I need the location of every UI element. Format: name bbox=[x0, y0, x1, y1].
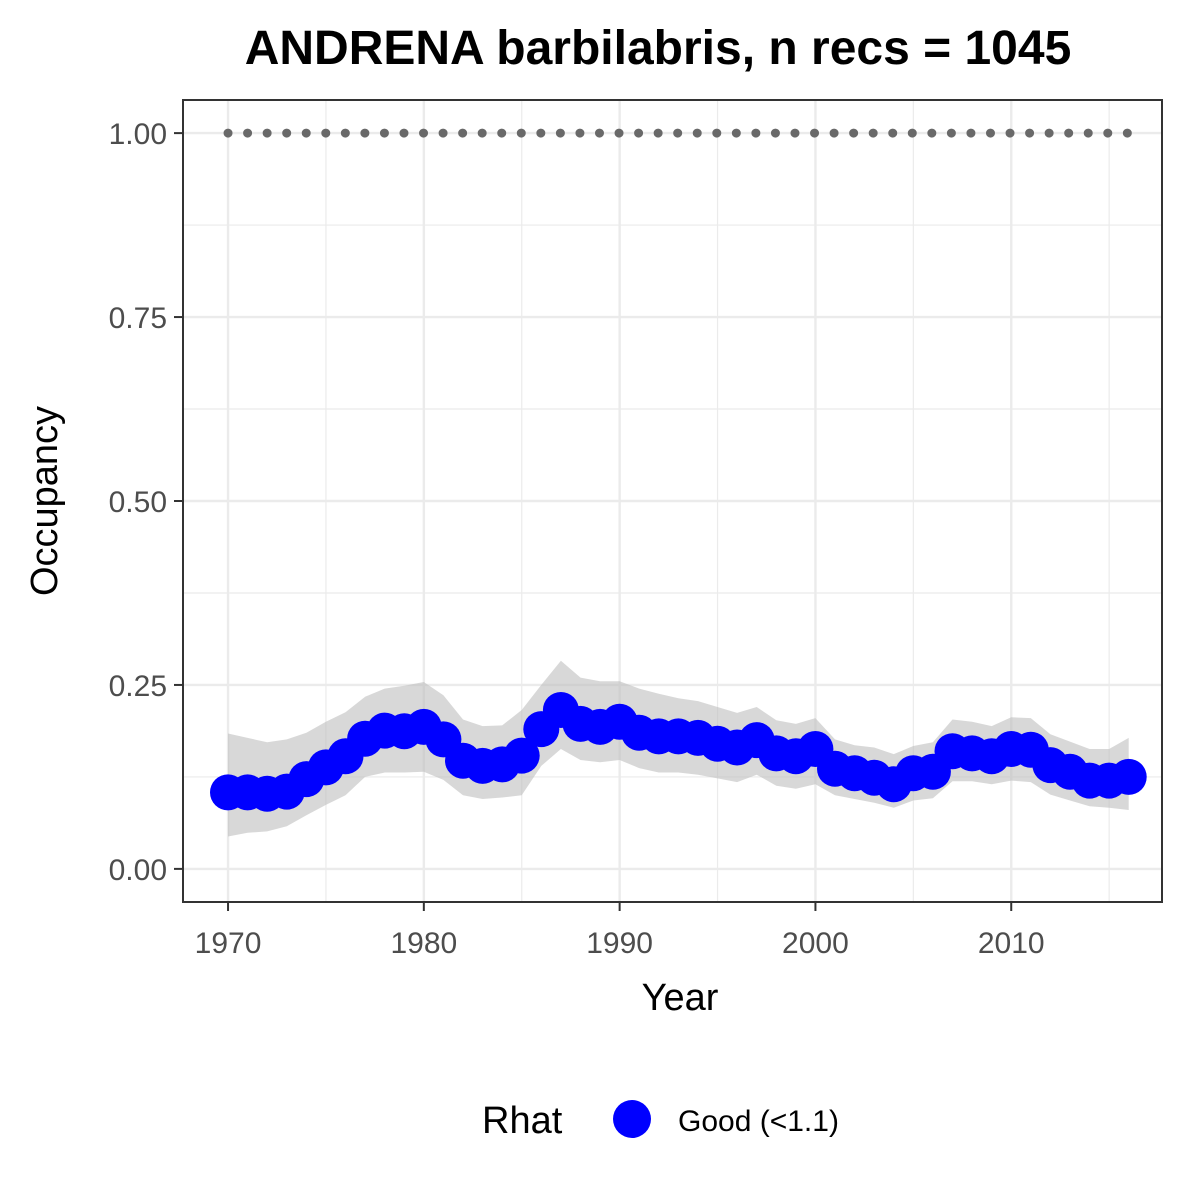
x-tick-label: 1990 bbox=[586, 927, 653, 960]
legend: Rhat Good (<1.1) bbox=[482, 1100, 839, 1142]
y-tick-label: 1.00 bbox=[109, 118, 167, 151]
chart-title: ANDRENA barbilabris, n recs = 1045 bbox=[245, 22, 1072, 75]
x-tick-label: 2000 bbox=[782, 927, 849, 960]
grid bbox=[183, 100, 1162, 902]
legend-title: Rhat bbox=[482, 1100, 563, 1142]
legend-key-good bbox=[613, 1100, 651, 1138]
occupancy-point bbox=[503, 737, 540, 774]
occupancy-points-layer bbox=[210, 692, 1147, 812]
y-axis-title: Occupancy bbox=[24, 406, 66, 596]
legend-label-good: Good (<1.1) bbox=[678, 1105, 839, 1138]
occupancy-point bbox=[1110, 758, 1147, 795]
x-tick-label: 1970 bbox=[195, 927, 262, 960]
x-tick-label: 1980 bbox=[390, 927, 457, 960]
y-tick-label: 0.00 bbox=[109, 854, 167, 887]
y-tick-label: 0.25 bbox=[109, 670, 167, 703]
x-tick-label: 2010 bbox=[978, 927, 1045, 960]
y-tick-label: 0.75 bbox=[109, 302, 167, 335]
axes: 0.00 0.25 0.50 0.75 1.00 1970 1980 1990 2000 2010 bbox=[109, 118, 1045, 960]
x-axis-title: Year bbox=[642, 977, 719, 1019]
y-tick-label: 0.50 bbox=[109, 486, 167, 519]
